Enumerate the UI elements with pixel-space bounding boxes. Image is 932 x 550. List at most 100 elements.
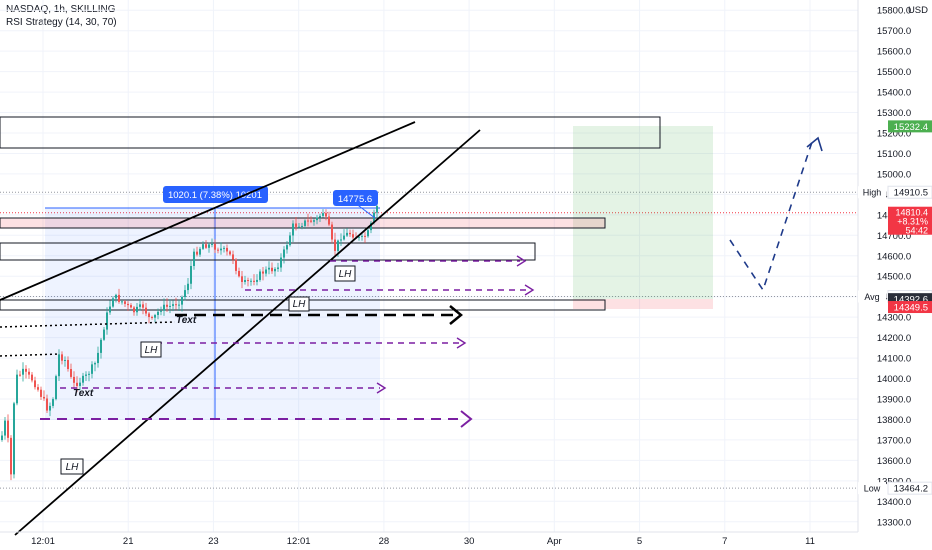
candle-body [106,312,108,330]
candle-body [295,223,297,227]
candle-body [328,216,330,225]
y-tick-label: 15300.0 [877,108,911,119]
candle-body [250,280,252,282]
dotted-lines [0,321,176,357]
candle-body [10,437,12,475]
candle-body [94,363,96,365]
candle-body [223,247,225,249]
candle-body [343,235,345,240]
candle-body [199,248,201,255]
candle-body [337,240,339,251]
candle-body [136,306,138,313]
candle-body [49,405,51,411]
y-tick-label: 14100.0 [877,354,911,365]
price-tag-value: 14349.5 [894,303,928,314]
candle-body [88,373,90,375]
currency-label: USD [908,5,928,16]
price-tag-label-bg [858,186,886,199]
price-tag-value: 14392.6 [894,295,928,306]
indicator-label: RSI Strategy (14, 30, 70) [6,17,117,28]
candle-body [67,359,69,370]
candle-body [163,304,165,311]
last-change: +8.31% [897,217,928,227]
y-tick-label: 15000.0 [877,169,911,180]
text-labels: Text Text [73,315,197,399]
candle-body [238,270,240,277]
candle-body [193,251,195,267]
candle-body [127,303,129,306]
candle-body [37,387,39,390]
candle-body [253,280,255,282]
candle-body [109,306,111,313]
candle-body [40,389,42,397]
x-tick-label: 28 [379,536,390,547]
price-tag-value: 13464.2 [894,484,928,495]
candle-body [274,268,276,272]
candle-body [361,235,363,237]
candle-body [247,280,249,282]
candle-body [97,352,99,364]
y-tick-label: 13700.0 [877,435,911,446]
text-label: Text [176,315,197,326]
y-tick-label: 14200.0 [877,333,911,344]
countdown: 54:42 [905,226,928,236]
candle-body [181,297,183,305]
candle-body [76,382,78,386]
candle-body [301,225,303,227]
candle-body [268,267,270,270]
y-tick-label: 15200.0 [877,129,911,140]
candle-body [31,374,33,381]
price-tag-value: 14910.5 [894,188,928,199]
candle-body [319,215,321,218]
x-tick-label: 12:01 [31,536,55,547]
lh-label: LH [293,299,307,310]
candle-body [184,290,186,298]
candle-body [208,244,210,248]
candle-body [73,376,75,383]
candle-body [112,298,114,307]
lh-label: LH [339,269,353,280]
candle-body [325,213,327,217]
candle-body [130,305,132,308]
candle-body [133,307,135,313]
candle-body [13,403,15,475]
candle-body [310,220,312,222]
price-axis[interactable]: 13300.013400.013500.013600.013700.013800… [857,0,932,550]
price-tag-label: Avg [864,292,879,302]
candle-body [331,224,333,240]
price-tag-label: Low [864,484,881,494]
candle-body [205,244,207,248]
candle-body [115,294,117,299]
y-tick-label: 13300.0 [877,517,911,528]
candle-body [175,304,177,306]
price-callout: 14775.6 [333,190,378,219]
y-tick-label: 15500.0 [877,67,911,78]
candle-body [145,307,147,314]
candle-body [172,304,174,306]
candle-body [214,243,216,250]
candle-body [364,235,366,237]
y-tick-label: 14000.0 [877,374,911,385]
y-tick-label: 13400.0 [877,497,911,508]
candle-body [4,420,6,436]
candle-body [121,301,123,303]
chart-title: NASDAQ, 1h, SKILLING [6,4,116,15]
candle-body [190,266,192,284]
candle-body [19,374,21,376]
price-tag-label-bg [858,290,886,303]
position-zone [573,126,713,309]
candle-body [157,311,159,316]
candle-body [280,257,282,268]
candle-body [376,206,378,213]
price-tag [888,301,932,314]
candle-body [298,226,300,228]
time-axis[interactable]: 12:01 21 23 12:01 28 30 Apr 5 7 11 [0,531,858,547]
candle-body [79,382,81,386]
candle-body [367,230,369,237]
last-price: 14810.4 [895,208,928,218]
y-tick-label: 14500.0 [877,272,911,283]
candle-body [118,294,120,302]
candle-body [166,304,168,307]
